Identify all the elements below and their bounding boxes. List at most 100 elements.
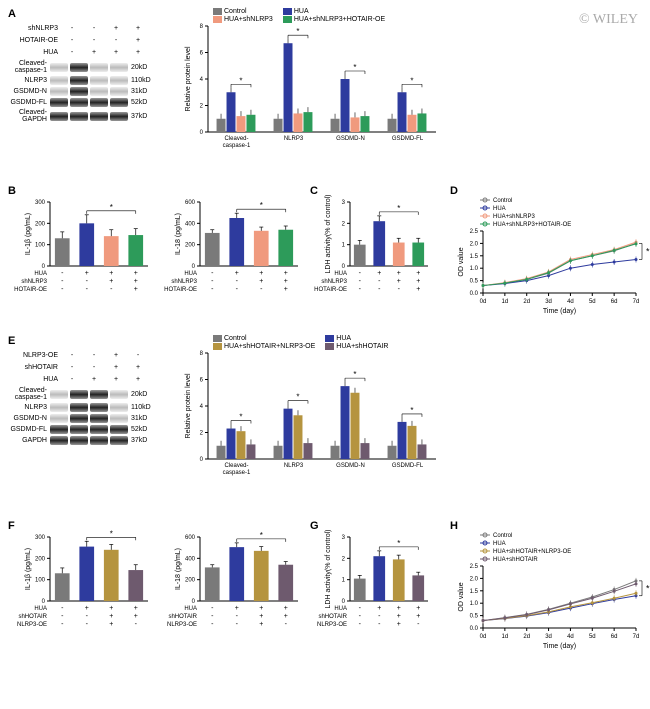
- svg-text:6d: 6d: [611, 634, 618, 640]
- svg-text:+: +: [259, 613, 263, 620]
- panel-b-label: B: [8, 185, 16, 197]
- svg-text:0: 0: [42, 599, 46, 605]
- svg-text:*: *: [646, 246, 650, 256]
- svg-text:0.5: 0.5: [470, 279, 479, 285]
- svg-text:shHOTAIR: shHOTAIR: [318, 614, 347, 620]
- svg-text:NLRP3-OE: NLRP3-OE: [167, 622, 197, 628]
- svg-text:+: +: [377, 605, 381, 612]
- svg-text:OD value: OD value: [458, 247, 465, 276]
- svg-text:IL-1β (pg/mL): IL-1β (pg/mL): [25, 548, 32, 590]
- svg-text:0.0: 0.0: [470, 291, 479, 297]
- svg-text:100: 100: [35, 243, 46, 249]
- svg-text:+: +: [416, 270, 420, 277]
- svg-text:-: -: [378, 621, 381, 628]
- svg-text:-: -: [135, 621, 138, 628]
- svg-text:LDH activity(% of control): LDH activity(% of control): [325, 195, 332, 274]
- panel-a-blots: Cleaved-caspase-120kDNLRP3110kDGSDMD-N31…: [8, 60, 151, 125]
- svg-text:HUA: HUA: [493, 206, 506, 212]
- svg-text:+: +: [416, 613, 420, 620]
- svg-text:300: 300: [35, 200, 46, 206]
- svg-text:0: 0: [42, 264, 46, 270]
- svg-text:2: 2: [342, 556, 346, 562]
- svg-text:+: +: [259, 621, 263, 628]
- svg-text:NLRP3-OE: NLRP3-OE: [17, 622, 47, 628]
- svg-text:*: *: [410, 406, 413, 415]
- svg-text:+: +: [284, 286, 288, 293]
- svg-text:3d: 3d: [545, 634, 552, 640]
- svg-text:NLRP3: NLRP3: [284, 463, 304, 469]
- svg-text:2.5: 2.5: [470, 564, 479, 570]
- svg-text:0: 0: [200, 457, 204, 463]
- svg-text:*: *: [353, 63, 356, 72]
- svg-text:-: -: [61, 278, 64, 285]
- svg-text:+: +: [109, 270, 113, 277]
- svg-text:1.5: 1.5: [470, 254, 479, 260]
- svg-text:5d: 5d: [589, 634, 596, 640]
- svg-text:IL-18 (pg/mL): IL-18 (pg/mL): [175, 548, 182, 590]
- svg-text:-: -: [417, 621, 420, 628]
- svg-text:300: 300: [35, 535, 46, 541]
- svg-text:*: *: [296, 393, 299, 402]
- svg-text:-: -: [86, 613, 89, 620]
- svg-text:*: *: [397, 204, 400, 213]
- svg-text:+: +: [259, 605, 263, 612]
- svg-text:400: 400: [185, 556, 196, 562]
- panel-b-chart-il1b: 0100200300*IL-1β (pg/mL)HUA-+++shNLRP3--…: [20, 198, 150, 298]
- svg-text:6d: 6d: [611, 299, 618, 305]
- panel-e-chart: ControlHUAHUA+shHOTAIR+NLRP3-OEHUA+shHOT…: [180, 349, 440, 489]
- svg-text:*: *: [353, 370, 356, 379]
- svg-text:IL-1β (pg/mL): IL-1β (pg/mL): [25, 213, 32, 255]
- svg-text:*: *: [239, 413, 242, 422]
- svg-text:0: 0: [192, 599, 196, 605]
- svg-text:2.0: 2.0: [470, 241, 479, 247]
- panel-f: F: [8, 520, 15, 532]
- panel-f-chart-il1b: 0100200300*IL-1β (pg/mL)HUA-+++shHOTAIR-…: [20, 533, 150, 633]
- svg-text:+: +: [85, 270, 89, 277]
- svg-text:*: *: [410, 76, 413, 85]
- panel-e: E: [8, 335, 15, 347]
- svg-text:*: *: [260, 531, 263, 540]
- svg-text:+: +: [109, 621, 113, 628]
- svg-text:shHOTAIR: shHOTAIR: [18, 614, 47, 620]
- svg-text:4: 4: [200, 77, 204, 83]
- svg-text:6: 6: [200, 51, 204, 57]
- svg-text:2d: 2d: [523, 634, 530, 640]
- svg-text:+: +: [259, 270, 263, 277]
- svg-text:200: 200: [35, 221, 46, 227]
- svg-text:200: 200: [185, 578, 196, 584]
- svg-text:0: 0: [200, 130, 204, 136]
- panel-e-label: E: [8, 335, 15, 347]
- svg-text:0.5: 0.5: [470, 614, 479, 620]
- panel-a-chart: ControlHUAHUA+shNLRP3HUA+shNLRP3+HOTAIR-…: [180, 22, 440, 162]
- svg-text:+: +: [397, 605, 401, 612]
- svg-text:-: -: [359, 270, 362, 277]
- svg-text:Time (day): Time (day): [543, 643, 576, 650]
- svg-text:HOTAIR-OE: HOTAIR-OE: [314, 287, 347, 293]
- panel-g: G: [310, 520, 319, 532]
- svg-text:+: +: [134, 278, 138, 285]
- panel-c-chart: 0123*LDH activity(% of control)HUA-+++sh…: [320, 198, 430, 298]
- svg-text:+: +: [109, 613, 113, 620]
- svg-text:+: +: [397, 621, 401, 628]
- svg-text:200: 200: [185, 243, 196, 249]
- svg-text:3d: 3d: [545, 299, 552, 305]
- svg-text:+: +: [397, 613, 401, 620]
- panel-a-label: A: [8, 8, 16, 20]
- svg-text:0: 0: [342, 599, 346, 605]
- svg-text:GSDMD-FL: GSDMD-FL: [392, 463, 424, 469]
- panel-b: B: [8, 185, 16, 197]
- svg-text:-: -: [86, 286, 89, 293]
- panel-d-chart: 0.00.51.01.52.02.50d1d2d3d4d5d6d7dOD val…: [455, 195, 640, 315]
- panel-b-chart-il18: 0200400600*IL-18 (pg/mL)HUA-+++shNLRP3--…: [170, 198, 300, 298]
- svg-text:-: -: [378, 278, 381, 285]
- svg-text:-: -: [378, 286, 381, 293]
- svg-text:*: *: [239, 76, 242, 85]
- svg-text:*: *: [260, 201, 263, 210]
- svg-text:HUA+shNLRP3+HOTAIR-OE: HUA+shNLRP3+HOTAIR-OE: [493, 222, 571, 228]
- svg-text:HUA+shHOTAIR+NLRP3-OE: HUA+shHOTAIR+NLRP3-OE: [493, 549, 571, 555]
- svg-text:-: -: [211, 621, 214, 628]
- svg-text:0: 0: [342, 264, 346, 270]
- svg-text:1.0: 1.0: [470, 601, 479, 607]
- svg-text:3: 3: [342, 200, 346, 206]
- svg-text:-: -: [61, 605, 64, 612]
